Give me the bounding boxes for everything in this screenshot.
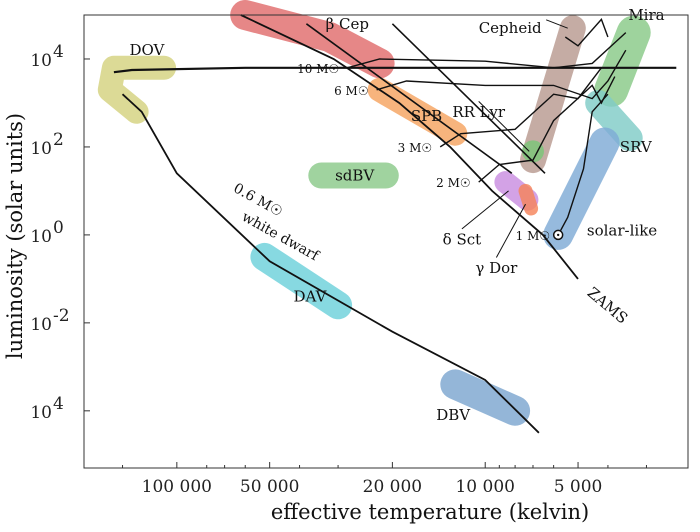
region-label-rr-lyr: RR Lyr [452,103,506,121]
mass-label-3-m: 3 M☉ [398,141,433,155]
zams-line [240,14,579,280]
region-label-solar-like: solar-like [587,222,657,240]
mass-label-10-m: 10 M☉ [297,62,339,76]
pointer-dor [495,203,526,258]
y-tick-exponent-4: 4 [53,42,64,62]
zams-label: ZAMS [584,284,631,328]
instability-strip-cool-edge [391,23,546,174]
evolution-track-4 [478,76,616,183]
y-tick-label-2: 10 [30,139,52,159]
x-tick-label-50000: 50 000 [240,477,299,497]
region-dor [518,183,539,216]
region-dbv [440,369,531,426]
region-label-sdbv: sdBV [335,167,375,185]
plot-frame [83,14,689,469]
x-axis-title: effective temperature (kelvin) [271,500,589,524]
x-tick-label-20000: 20 000 [363,477,422,497]
y-tick-exponent-0: 0 [53,218,64,238]
sun-marker-dot [556,233,560,237]
pulsator-regions [97,0,651,426]
evolution-track-6 [564,18,609,47]
mass-label-1-m: 1 M☉ [516,229,551,243]
region-label-dov: DOV [129,41,165,59]
evolution-track-2 [376,49,627,100]
region-label-dor: γ Dor [475,259,518,277]
white-dwarf-track [121,93,540,434]
mass-label-2-m: 2 M☉ [436,176,471,190]
y-tick-label-2: 10 [30,315,52,335]
region-mira [594,15,651,107]
region-label-cep: β Cep [326,15,369,33]
region-cep [230,0,395,79]
y-tick-label-4: 10 [30,403,52,423]
pointer-rr-lyr [478,101,530,152]
evolution-track-3 [439,67,602,148]
y-tick-exponent-4: 4 [53,394,64,414]
mass-label-6-m: 6 M☉ [334,84,369,98]
evolution-track-5 [557,93,609,236]
x-tick-label-100000: 100 000 [142,477,212,497]
y-tick-exponent-2: -2 [53,306,70,326]
x-tick-label-5000: 5 000 [554,477,603,497]
instability-strip-hot-edge [305,23,513,174]
region-label-spb: SPB [411,107,442,125]
region-label-cepheid: Cepheid [479,19,542,37]
region-label-dbv: DBV [436,406,471,424]
y-tick-exponent-2: 2 [53,130,64,150]
region-label-srv: SRV [620,138,653,156]
pointer-sct [461,190,509,230]
region-label-sct: δ Sct [443,230,482,248]
x-tick-label-10000: 10 000 [455,477,514,497]
y-tick-label-0: 10 [30,227,52,247]
post-agb-track [113,66,677,74]
region-label-dav: DAV [294,287,328,305]
track-lines [113,14,677,434]
pointer-cepheid [545,19,568,29]
region-dov [97,55,177,124]
y-axis-title: luminosity (solar units) [3,113,27,359]
region-spb [367,77,468,146]
y-tick-label-4: 10 [30,51,52,71]
evolution-track-1 [347,32,627,69]
region-srv [585,90,643,152]
